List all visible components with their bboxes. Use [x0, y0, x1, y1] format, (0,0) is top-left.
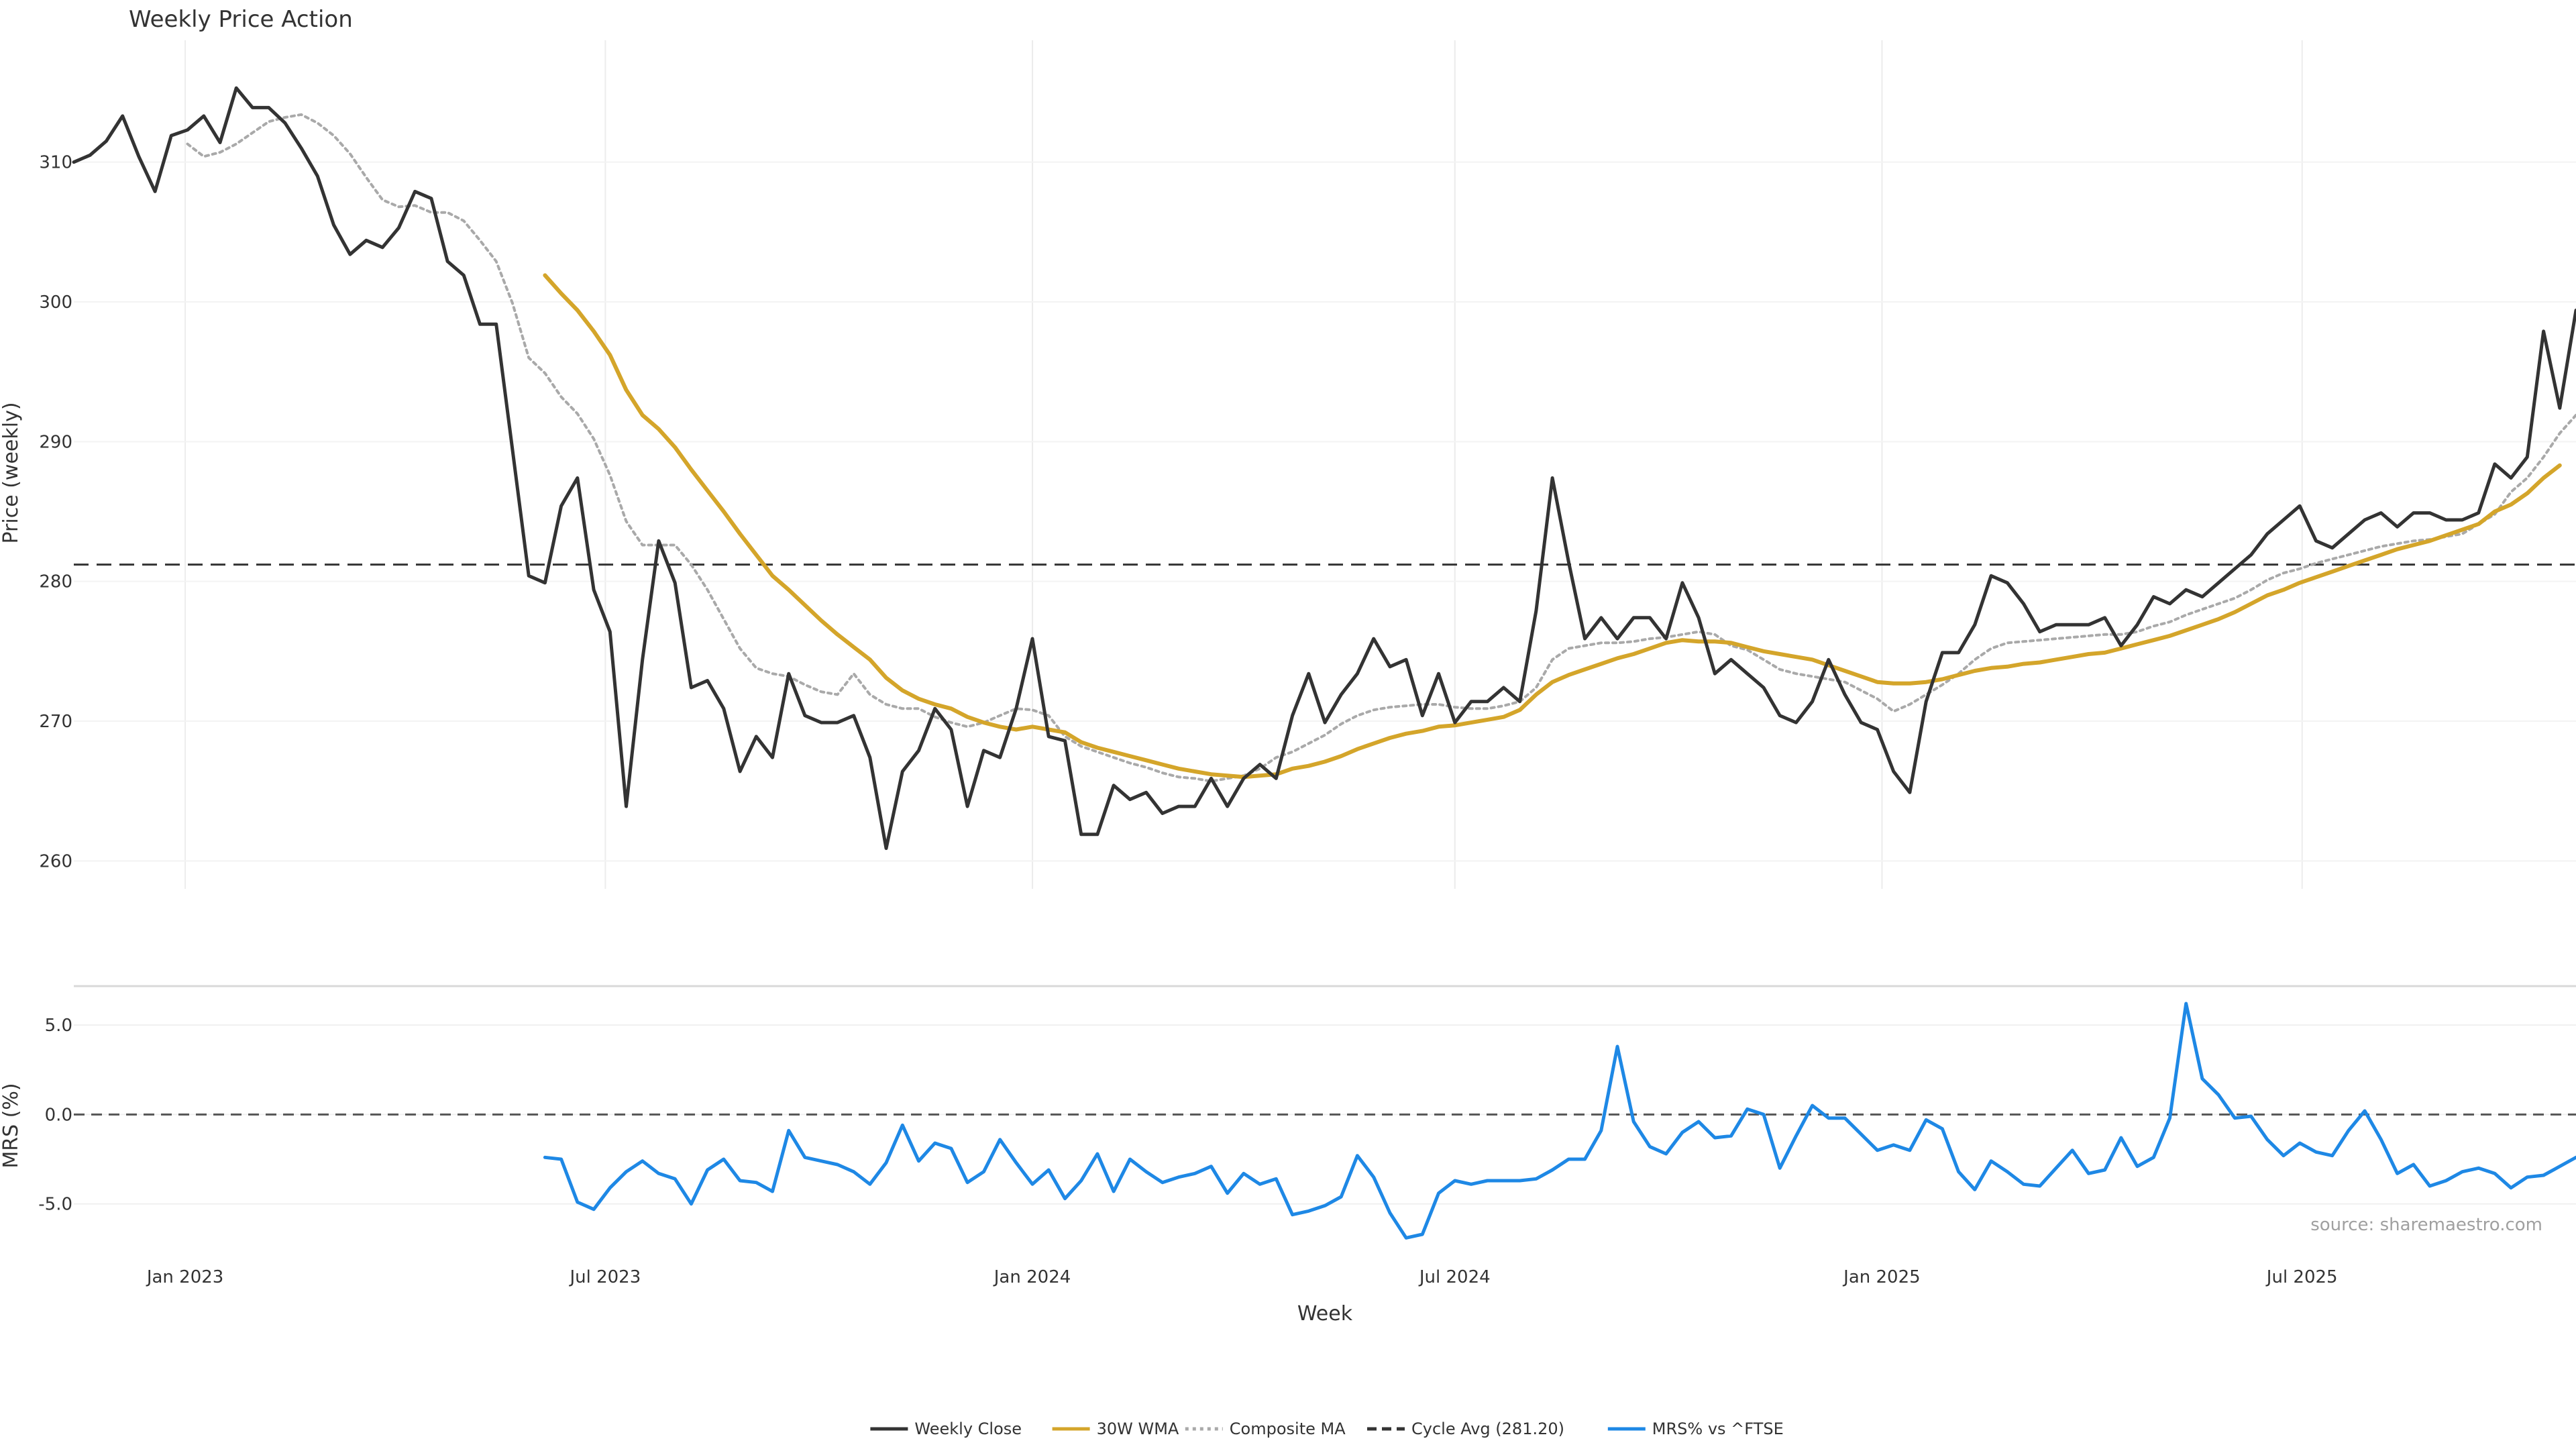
- price-y-tick-labels: 260 270 280 290 300 310: [39, 153, 72, 872]
- x-tick-label: Jan 2023: [146, 1267, 224, 1287]
- weekly-close-line: [72, 86, 2576, 851]
- x-tick-label: Jul 2024: [1418, 1267, 1491, 1287]
- x-axis-label: Week: [1297, 1302, 1353, 1326]
- price-y-axis-label: Price (weekly): [0, 402, 23, 543]
- x-tick-label: Jul 2023: [568, 1267, 641, 1287]
- price-series-lines: [72, 86, 2576, 851]
- x-gridlines: [184, 40, 2303, 889]
- chart-title: Weekly Price Action: [129, 6, 353, 33]
- legend-item-cycle-avg-281-20: Cycle Avg (281.20): [1367, 1419, 1564, 1438]
- mrs-y-tick-label: 5.0: [45, 1016, 72, 1036]
- price-y-tick-label: 300: [39, 292, 72, 313]
- mrs-vs-ftse-line: [543, 1002, 2576, 1240]
- source-note: source: sharemaestro.com: [2310, 1215, 2542, 1235]
- price-y-tick-label: 290: [39, 432, 72, 452]
- legend-label: Cycle Avg (281.20): [1411, 1419, 1564, 1438]
- legend-label: Composite MA: [1230, 1419, 1346, 1438]
- 30w-wma-line: [543, 273, 2562, 780]
- mrs-y-tick-label: -5.0: [38, 1195, 72, 1215]
- legend-item-weekly-close: Weekly Close: [870, 1419, 1022, 1438]
- composite-ma-line: [186, 113, 2576, 783]
- price-y-gridlines: [74, 161, 2576, 862]
- legend-item-30w-wma: 30W WMA: [1052, 1419, 1179, 1438]
- legend-item-mrs-vs-ftse: MRS% vs ^FTSE: [1607, 1419, 1784, 1438]
- legend-label: MRS% vs ^FTSE: [1652, 1419, 1784, 1438]
- price-y-tick-label: 270: [39, 712, 72, 732]
- mrs-series-lines: [74, 1002, 2576, 1240]
- chart-legend: Weekly Close 30W WMA Composite MA Cycle Avg…: [870, 1419, 1784, 1438]
- x-tick-label: Jan 2024: [993, 1267, 1071, 1287]
- legend-label: 30W WMA: [1097, 1419, 1179, 1438]
- mrs-y-tick-label: 0.0: [45, 1105, 72, 1125]
- price-y-tick-label: 260: [39, 851, 72, 871]
- price-y-tick-label: 310: [39, 153, 72, 173]
- mrs-y-tick-labels: -5.0 0.0 5.0: [38, 1016, 72, 1215]
- x-tick-label: Jul 2025: [2265, 1267, 2338, 1287]
- x-tick-label: Jan 2025: [1842, 1267, 1921, 1287]
- mrs-y-axis-label: MRS (%): [0, 1083, 23, 1168]
- x-tick-labels: Jan 2023 Jul 2023 Jan 2024 Jul 2024 Jan 2025…: [146, 1267, 2338, 1287]
- price-y-tick-label: 280: [39, 572, 72, 592]
- legend-item-composite-ma: Composite MA: [1185, 1419, 1346, 1438]
- legend-label: Weekly Close: [914, 1419, 1022, 1438]
